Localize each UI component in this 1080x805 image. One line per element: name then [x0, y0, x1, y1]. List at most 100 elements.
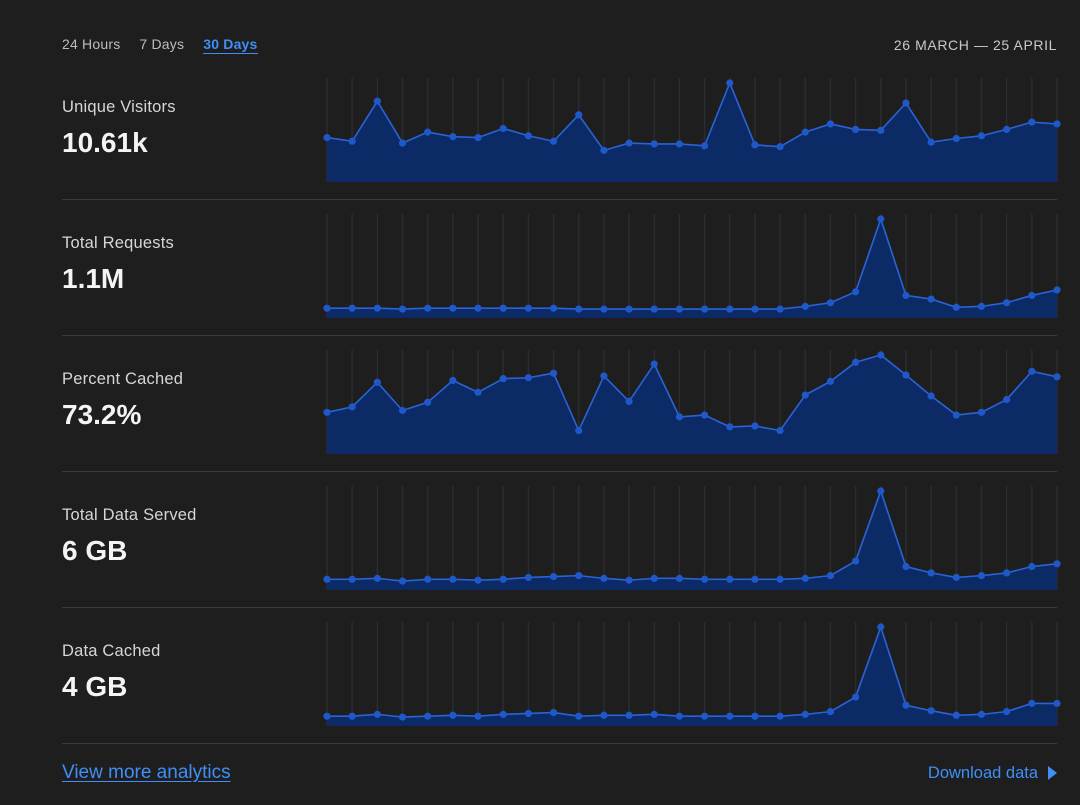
data-point[interactable]: [549, 708, 558, 717]
data-point[interactable]: [348, 304, 356, 312]
data-point[interactable]: [952, 573, 960, 582]
data-point[interactable]: [323, 304, 331, 312]
data-point[interactable]: [424, 304, 432, 312]
data-point[interactable]: [1003, 708, 1011, 716]
data-point[interactable]: [1053, 286, 1061, 294]
tab-7-days[interactable]: 7 Days: [139, 36, 185, 52]
data-point[interactable]: [877, 623, 885, 631]
data-point[interactable]: [474, 304, 482, 312]
data-point[interactable]: [675, 413, 684, 421]
data-point[interactable]: [625, 397, 633, 406]
data-point[interactable]: [852, 288, 860, 296]
data-point[interactable]: [373, 378, 381, 386]
data-point[interactable]: [927, 295, 935, 303]
data-point[interactable]: [1003, 125, 1011, 134]
data-point[interactable]: [675, 712, 684, 720]
data-point[interactable]: [600, 146, 608, 154]
data-point[interactable]: [927, 392, 935, 400]
data-point[interactable]: [650, 305, 658, 313]
tab-24-hours[interactable]: 24 Hours: [62, 36, 121, 52]
data-point[interactable]: [524, 304, 532, 312]
data-point[interactable]: [474, 134, 482, 142]
data-point[interactable]: [373, 574, 381, 582]
data-point[interactable]: [398, 577, 407, 585]
data-point[interactable]: [575, 572, 583, 580]
data-point[interactable]: [424, 128, 432, 136]
data-point[interactable]: [449, 711, 457, 719]
data-point[interactable]: [700, 712, 709, 720]
data-point[interactable]: [650, 710, 658, 718]
data-point[interactable]: [499, 124, 507, 133]
data-point[interactable]: [1053, 699, 1061, 708]
data-point[interactable]: [575, 426, 583, 435]
data-point[interactable]: [877, 487, 885, 495]
data-point[interactable]: [650, 140, 658, 148]
data-point[interactable]: [575, 305, 583, 313]
data-point[interactable]: [751, 422, 759, 430]
data-point[interactable]: [852, 125, 860, 134]
data-point[interactable]: [323, 134, 331, 142]
data-point[interactable]: [826, 377, 835, 385]
data-point[interactable]: [499, 375, 507, 383]
data-point[interactable]: [877, 351, 885, 359]
data-point[interactable]: [1053, 120, 1061, 128]
data-point[interactable]: [474, 388, 482, 396]
data-point[interactable]: [902, 371, 910, 379]
data-point[interactable]: [826, 299, 835, 307]
data-point[interactable]: [348, 575, 356, 583]
data-point[interactable]: [575, 111, 583, 119]
data-point[interactable]: [348, 712, 356, 720]
data-point[interactable]: [977, 302, 986, 310]
data-point[interactable]: [373, 304, 381, 312]
data-point[interactable]: [373, 97, 381, 105]
view-more-analytics-link[interactable]: View more analytics: [62, 762, 231, 783]
data-point[interactable]: [927, 569, 935, 577]
data-point[interactable]: [726, 79, 734, 87]
data-point[interactable]: [751, 575, 759, 583]
data-point[interactable]: [1028, 562, 1036, 571]
data-point[interactable]: [323, 575, 331, 583]
data-point[interactable]: [927, 138, 935, 146]
data-point[interactable]: [826, 572, 835, 580]
data-point[interactable]: [398, 406, 407, 415]
data-point[interactable]: [1003, 299, 1011, 307]
data-point[interactable]: [600, 574, 608, 582]
data-point[interactable]: [726, 712, 734, 720]
data-point[interactable]: [751, 712, 759, 720]
data-point[interactable]: [726, 423, 734, 431]
data-point[interactable]: [726, 305, 734, 313]
data-point[interactable]: [675, 574, 684, 582]
data-point[interactable]: [776, 305, 784, 313]
data-point[interactable]: [625, 576, 633, 584]
data-point[interactable]: [1053, 373, 1061, 381]
data-point[interactable]: [424, 575, 432, 583]
data-point[interactable]: [549, 572, 558, 581]
data-point[interactable]: [1003, 569, 1011, 577]
data-point[interactable]: [751, 141, 759, 149]
data-point[interactable]: [1028, 118, 1036, 126]
data-point[interactable]: [902, 701, 910, 709]
tab-30-days[interactable]: 30 Days: [203, 36, 258, 54]
data-point[interactable]: [700, 411, 709, 419]
data-point[interactable]: [524, 709, 532, 718]
data-point[interactable]: [902, 562, 910, 571]
data-point[interactable]: [726, 575, 734, 583]
data-point[interactable]: [398, 713, 407, 721]
data-point[interactable]: [700, 575, 709, 583]
data-point[interactable]: [524, 374, 532, 382]
data-point[interactable]: [952, 411, 960, 419]
data-point[interactable]: [323, 712, 331, 720]
data-point[interactable]: [524, 132, 532, 140]
data-point[interactable]: [776, 712, 784, 720]
data-point[interactable]: [424, 398, 432, 406]
data-point[interactable]: [449, 575, 457, 583]
data-point[interactable]: [675, 140, 684, 148]
data-point[interactable]: [499, 710, 507, 718]
data-point[interactable]: [801, 710, 809, 718]
data-point[interactable]: [625, 305, 633, 313]
data-point[interactable]: [700, 305, 709, 313]
data-point[interactable]: [600, 372, 608, 380]
data-point[interactable]: [650, 360, 658, 368]
data-point[interactable]: [373, 710, 381, 718]
data-point[interactable]: [1053, 560, 1061, 568]
